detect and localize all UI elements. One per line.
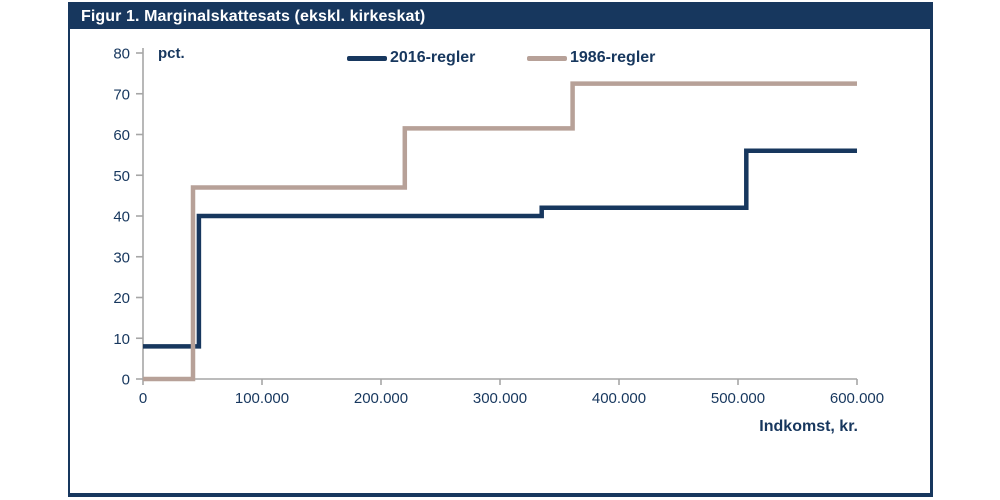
x-axis-title: Indkomst, kr. [759,418,858,435]
y-axis-unit-label: pct. [158,45,185,62]
figure-title-bar: Figur 1. Marginalskattesats (ekskl. kirk… [70,4,930,29]
figure-title: Figur 1. Marginalskattesats (ekskl. kirk… [81,8,426,25]
